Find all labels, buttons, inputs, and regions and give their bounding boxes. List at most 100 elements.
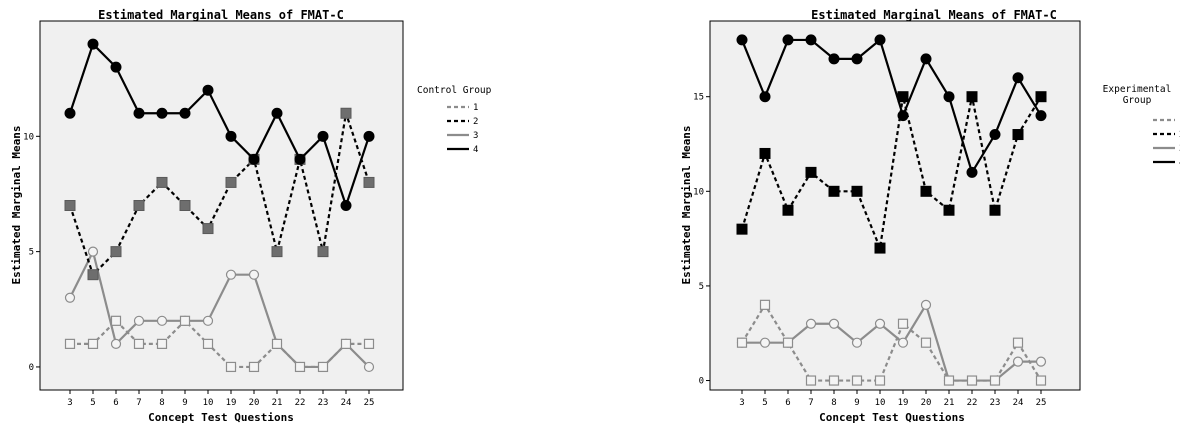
y-tick-label: 10 — [23, 132, 34, 142]
series-2-point — [759, 147, 771, 159]
series-4-point — [874, 34, 886, 46]
series-2-point — [156, 176, 168, 188]
chart1-x-ticks: 3 5 6 7 8 9 10 19 20 21 22 23 24 25 — [67, 390, 374, 408]
series-4-point — [87, 38, 99, 50]
series-2-point — [133, 200, 145, 211]
x-tick-label: 9 — [182, 398, 187, 408]
series-4-point — [759, 91, 771, 103]
series-1-point — [782, 337, 794, 348]
x-tick-label: 24 — [1013, 398, 1024, 408]
chart1-legend: Control Group 1 2 3 4 — [417, 85, 492, 155]
series-4-point — [110, 61, 122, 73]
series-1-point — [294, 361, 306, 373]
series-1-point — [248, 361, 260, 373]
x-tick-label: 21 — [944, 398, 955, 408]
series-1-point — [851, 375, 863, 386]
series-1-point — [179, 315, 191, 326]
series-4-point — [156, 107, 168, 119]
series-1-point — [828, 375, 840, 386]
x-tick-label: 20 — [249, 398, 260, 408]
series-4-point — [202, 84, 214, 96]
series-2-point — [271, 246, 283, 258]
x-tick-label: 10 — [203, 398, 214, 408]
series-3-point — [133, 315, 145, 326]
series-4-point — [920, 53, 932, 65]
series-1-point — [340, 338, 352, 349]
series-4-point — [64, 107, 76, 119]
chart1-y-axis-title: Estimated Marginal Means — [10, 126, 23, 285]
series-1-point — [1012, 337, 1024, 348]
series-4-point — [225, 130, 237, 142]
x-tick-label: 19 — [898, 398, 909, 408]
series-4-point — [851, 53, 863, 65]
series-2-point — [966, 91, 978, 103]
series-4-point — [736, 34, 748, 46]
series-1-point — [317, 361, 329, 373]
x-tick-label: 8 — [831, 398, 836, 408]
x-tick-label: 21 — [272, 398, 283, 408]
series-4-point — [317, 130, 329, 142]
series-2-line — [68, 112, 371, 277]
series-2-point — [874, 242, 886, 254]
series-2-point — [1035, 91, 1047, 103]
chart2-title: Estimated Marginal Means of FMAT-C — [811, 8, 1057, 22]
chart2-x-axis-title: Concept Test Questions — [819, 411, 965, 424]
x-tick-label: 7 — [136, 398, 141, 408]
x-tick-label: 8 — [159, 398, 164, 408]
series-2-point — [110, 246, 122, 258]
series-1-point — [64, 338, 76, 349]
series-1-point — [271, 338, 283, 349]
chart2-series — [736, 34, 1047, 386]
chart1-series — [64, 38, 375, 373]
chart1-title: Estimated Marginal Means of FMAT-C — [98, 8, 344, 22]
x-tick-label: 6 — [113, 398, 118, 408]
series-3-point — [202, 315, 214, 326]
series-3-point — [897, 337, 909, 348]
series-3-point — [1012, 356, 1024, 367]
series-2-point — [920, 185, 932, 197]
x-tick-label: 20 — [921, 398, 932, 408]
series-4-point — [966, 166, 978, 178]
x-tick-label: 7 — [808, 398, 813, 408]
series-2-line — [740, 96, 1042, 253]
series-1-point — [943, 375, 955, 386]
series-1-point — [805, 375, 817, 386]
series-2-point — [736, 223, 748, 235]
series-3-point — [363, 361, 375, 373]
chart2-y-axis-title: Estimated Marginal Means — [680, 126, 693, 285]
series-2-point — [897, 91, 909, 103]
chart-control: Estimated Marginal Means of FMAT-C 0510 … — [10, 8, 492, 424]
legend-label-1: 1 — [473, 103, 478, 113]
chart1-y-ticks: 0 5 10 — [23, 132, 40, 373]
series-2-point — [805, 166, 817, 178]
series-4-point — [271, 107, 283, 119]
x-tick-label: 5 — [762, 398, 767, 408]
series-3-point — [110, 338, 122, 349]
series-3-point — [759, 337, 771, 348]
series-4-point — [133, 107, 145, 119]
series-3-point — [920, 299, 932, 310]
x-tick-label: 25 — [364, 398, 375, 408]
series-3-point — [828, 318, 840, 329]
series-1-point — [920, 337, 932, 348]
x-tick-label: 3 — [67, 398, 72, 408]
series-1-point — [225, 361, 237, 373]
series-3-point — [1035, 356, 1047, 367]
series-1-point — [897, 318, 909, 329]
series-1-point — [156, 338, 168, 349]
y-tick-label: 5 — [29, 248, 34, 258]
x-tick-label: 6 — [785, 398, 790, 408]
series-2-point — [202, 223, 214, 235]
x-tick-label: 9 — [854, 398, 859, 408]
series-4-point — [782, 34, 794, 46]
series-4-point — [805, 34, 817, 46]
y-tick-label: 0 — [29, 363, 34, 373]
series-4-point — [363, 130, 375, 142]
series-1-point — [363, 338, 375, 349]
series-4-point — [1012, 72, 1024, 84]
series-4-point — [294, 153, 306, 165]
series-4-point — [248, 153, 260, 165]
series-4-point — [1035, 110, 1047, 122]
chart2-legend-title-line2: Group — [1123, 95, 1152, 106]
